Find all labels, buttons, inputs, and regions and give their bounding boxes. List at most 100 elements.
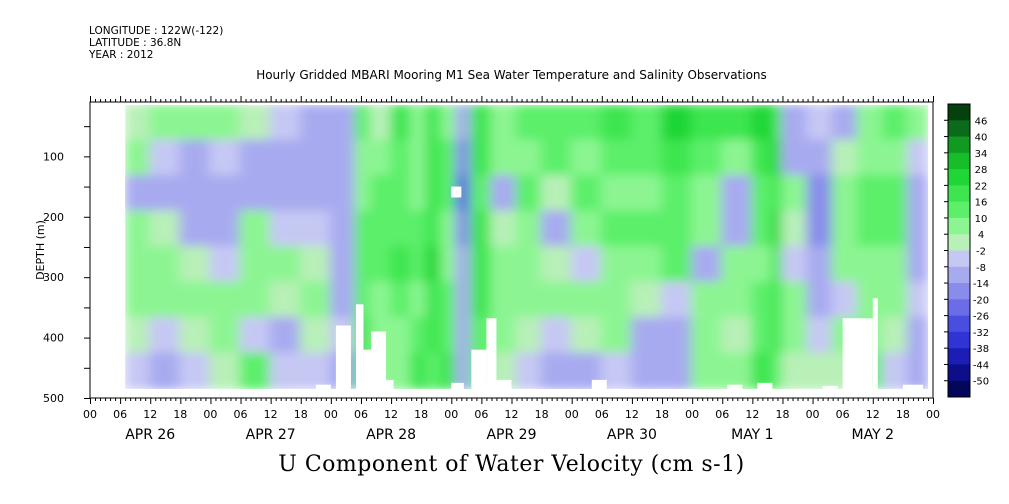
- colorbar-swatch: [948, 315, 970, 333]
- heatmap-cell: [149, 245, 182, 284]
- x-hour-label: 06: [595, 408, 609, 421]
- heatmap-cell: [410, 352, 428, 390]
- heatmap-cell: [781, 245, 809, 284]
- colorbar-label: 10: [975, 214, 988, 225]
- no-data-mask: [451, 382, 464, 390]
- heatmap-cell: [354, 245, 372, 284]
- x-day-label: APR 28: [366, 427, 416, 443]
- heatmap-cell: [630, 352, 664, 390]
- x-hour-label: 18: [535, 408, 549, 421]
- heatmap-cell: [691, 281, 724, 319]
- heatmap-cell: [149, 316, 182, 355]
- heatmap-cell: [515, 139, 543, 177]
- heatmap-cell: [540, 104, 573, 142]
- heatmap-cell: [751, 281, 774, 319]
- heatmap-cell: [906, 139, 929, 177]
- heatmap-cell: [771, 104, 784, 142]
- heatmap-cell: [630, 139, 664, 177]
- heatmap-cell: [410, 104, 428, 142]
- heatmap-cell: [149, 104, 182, 142]
- heatmap-cell: [630, 210, 664, 248]
- heatmap-cell: [179, 175, 212, 213]
- no-data-mask: [486, 318, 497, 390]
- heatmap-cell: [751, 175, 774, 213]
- heatmap-cell: [239, 210, 272, 248]
- no-data-right: [927, 102, 933, 398]
- heatmap-cell: [691, 210, 724, 248]
- colorbar-label: 34: [975, 149, 988, 160]
- colorbar-label: 40: [975, 133, 988, 144]
- x-hour-label: 12: [625, 408, 639, 421]
- heatmap-cell: [410, 281, 428, 319]
- x-day-label: MAY 1: [731, 427, 773, 443]
- colorbar-label: -50: [973, 377, 989, 388]
- heatmap-cell: [209, 175, 242, 213]
- heatmap-cell: [490, 104, 518, 142]
- heatmap-cell: [354, 104, 372, 142]
- heatmap-cell: [390, 210, 413, 248]
- heatmap-cell: [425, 104, 443, 142]
- colorbar-swatch: [948, 250, 970, 268]
- heatmap-cell: [831, 139, 859, 177]
- heatmap-cell: [329, 104, 357, 142]
- heatmap-cell: [661, 316, 694, 355]
- heatmap-cell: [370, 210, 393, 248]
- heatmap-cell: [209, 210, 242, 248]
- colorbar-label: 22: [975, 181, 988, 192]
- y-tick-label: 400: [43, 332, 64, 345]
- heatmap-cell: [781, 281, 809, 319]
- heatmap-cell: [806, 352, 834, 390]
- heatmap-cell: [470, 139, 493, 177]
- heatmap-cell: [540, 281, 573, 319]
- heatmap-cell: [209, 139, 242, 177]
- plot-area: [90, 102, 933, 398]
- heatmap-cell: [425, 245, 443, 284]
- heatmap-cell: [806, 316, 834, 355]
- colorbar-swatch: [948, 136, 970, 154]
- heatmap-cell: [661, 352, 694, 390]
- heatmap-cell: [721, 175, 754, 213]
- x-hour-label: 06: [354, 408, 368, 421]
- x-hour-label: 00: [806, 408, 820, 421]
- heatmap-cell: [781, 104, 809, 142]
- heatmap-cell: [425, 352, 443, 390]
- heatmap-cell: [661, 245, 694, 284]
- heatmap-cell: [570, 316, 603, 355]
- heatmap-cell: [515, 104, 543, 142]
- x-hour-label: 18: [414, 408, 428, 421]
- no-data-mask: [335, 325, 351, 390]
- heatmap-cell: [425, 175, 443, 213]
- heatmap-cell: [179, 316, 212, 355]
- heatmap-cell: [906, 281, 929, 319]
- no-data-mask: [872, 298, 878, 390]
- heatmap-cell: [149, 139, 182, 177]
- heatmap-cell: [239, 316, 272, 355]
- heatmap-cell: [600, 104, 633, 142]
- heatmap-cell: [661, 139, 694, 177]
- heatmap-cell: [771, 175, 784, 213]
- heatmap-cell: [269, 281, 302, 319]
- heatmap-cell: [771, 245, 784, 284]
- heatmap-cell: [179, 104, 212, 142]
- heatmap-cell: [856, 139, 884, 177]
- heatmap-cell: [771, 210, 784, 248]
- heatmap-cell: [691, 139, 724, 177]
- heatmap-cell: [329, 245, 357, 284]
- heatmap-cell: [906, 104, 929, 142]
- y-tick-label: 300: [43, 271, 64, 284]
- x-hour-label: 00: [83, 408, 97, 421]
- x-day-label: APR 30: [607, 427, 657, 443]
- heatmap-cell: [540, 352, 573, 390]
- colorbar-label: -26: [973, 312, 989, 323]
- heatmap-cell: [124, 210, 152, 248]
- heatmap-cell: [691, 175, 724, 213]
- heatmap-cell: [390, 175, 413, 213]
- heatmap-cell: [370, 139, 393, 177]
- year-label: YEAR : 2012: [89, 49, 154, 61]
- heatmap-cell: [691, 104, 724, 142]
- latitude-label: LATITUDE : 36.8N: [89, 37, 182, 49]
- no-data-mask: [496, 379, 512, 390]
- heatmap-cell: [721, 210, 754, 248]
- heatmap-cell: [370, 104, 393, 142]
- colorbar-label: 4: [978, 230, 984, 241]
